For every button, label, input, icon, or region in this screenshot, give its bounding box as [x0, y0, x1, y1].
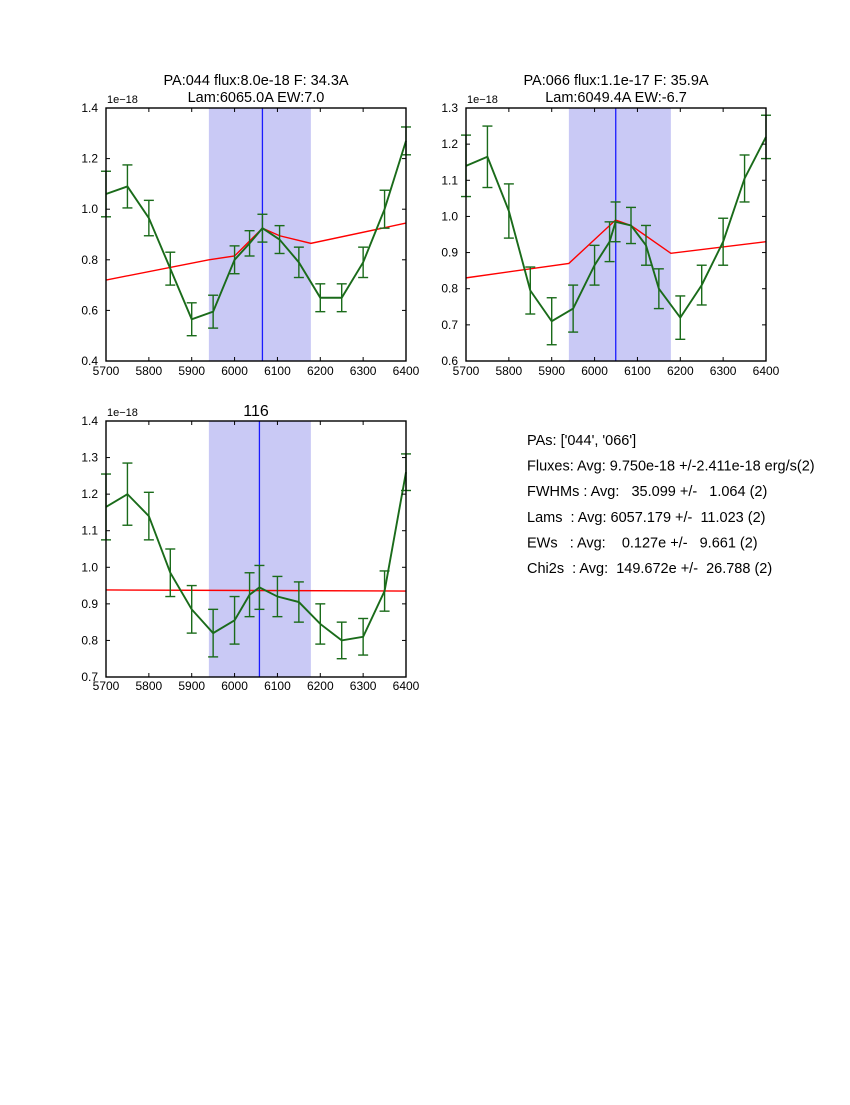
svg-text:Lams : Avg: 6057.179 +/- 11.: Lams : Avg: 6057.179 +/- 11.023 (2) — [527, 510, 765, 526]
svg-text:PA:044 flux:8.0e-18 F: 34.3A: PA:044 flux:8.0e-18 F: 34.3A — [163, 73, 348, 89]
svg-text:6000: 6000 — [221, 364, 248, 378]
svg-text:6100: 6100 — [264, 364, 291, 378]
svg-text:1.0: 1.0 — [81, 202, 98, 216]
svg-text:PAs: ['044', '066']: PAs: ['044', '066'] — [527, 433, 636, 449]
svg-text:FWHMs : Avg: 35.099 +/- 1.: FWHMs : Avg: 35.099 +/- 1.064 (2) — [527, 484, 767, 500]
svg-text:1.0: 1.0 — [441, 209, 458, 223]
svg-text:6200: 6200 — [307, 679, 334, 693]
svg-text:PA:066 flux:1.1e-17 F: 35.9A: PA:066 flux:1.1e-17 F: 35.9A — [523, 73, 708, 89]
svg-text:5800: 5800 — [496, 364, 523, 378]
svg-text:0.6: 0.6 — [441, 354, 458, 368]
svg-text:6400: 6400 — [393, 679, 420, 693]
svg-text:1.2: 1.2 — [81, 487, 98, 501]
svg-text:6200: 6200 — [667, 364, 694, 378]
svg-text:Lam:6049.4A EW:-6.7: Lam:6049.4A EW:-6.7 — [545, 90, 687, 106]
svg-text:1.3: 1.3 — [441, 101, 458, 115]
svg-text:1e−18: 1e−18 — [467, 94, 498, 106]
svg-text:1.2: 1.2 — [81, 152, 98, 166]
svg-text:1.1: 1.1 — [441, 173, 458, 187]
svg-text:0.7: 0.7 — [81, 670, 98, 684]
svg-text:6000: 6000 — [221, 679, 248, 693]
svg-text:116: 116 — [243, 403, 269, 420]
svg-text:Fluxes: Avg: 9.750e-18 +/-2.41: Fluxes: Avg: 9.750e-18 +/-2.411e-18 erg/… — [527, 459, 815, 475]
svg-text:1.1: 1.1 — [81, 524, 98, 538]
svg-text:5900: 5900 — [538, 364, 565, 378]
svg-text:1e−18: 1e−18 — [107, 94, 138, 106]
svg-text:6300: 6300 — [710, 364, 737, 378]
svg-text:5900: 5900 — [178, 364, 205, 378]
svg-text:EWs : Avg: 0.127e +/- 9: EWs : Avg: 0.127e +/- 9.661 (2) — [527, 535, 758, 551]
svg-text:Lam:6065.0A EW:7.0: Lam:6065.0A EW:7.0 — [188, 90, 325, 106]
svg-text:1e−18: 1e−18 — [107, 407, 138, 419]
svg-text:0.7: 0.7 — [441, 318, 458, 332]
svg-text:6200: 6200 — [307, 364, 334, 378]
svg-text:6100: 6100 — [624, 364, 651, 378]
svg-text:0.6: 0.6 — [81, 303, 98, 317]
svg-text:5800: 5800 — [136, 364, 163, 378]
svg-text:Chi2s : Avg: 149.672e +/- 2: Chi2s : Avg: 149.672e +/- 26.788 (2) — [527, 561, 772, 577]
svg-text:0.9: 0.9 — [441, 246, 458, 260]
svg-text:1.0: 1.0 — [81, 560, 98, 574]
svg-text:6100: 6100 — [264, 679, 291, 693]
svg-text:6300: 6300 — [350, 364, 377, 378]
svg-text:6300: 6300 — [350, 679, 377, 693]
svg-text:6400: 6400 — [393, 364, 420, 378]
svg-text:5800: 5800 — [136, 679, 163, 693]
svg-text:5900: 5900 — [178, 679, 205, 693]
svg-text:1.4: 1.4 — [81, 101, 98, 115]
svg-text:1.2: 1.2 — [441, 137, 458, 151]
svg-text:0.8: 0.8 — [81, 633, 98, 647]
svg-text:0.8: 0.8 — [441, 282, 458, 296]
svg-text:0.4: 0.4 — [81, 354, 98, 368]
svg-text:6000: 6000 — [581, 364, 608, 378]
svg-text:0.8: 0.8 — [81, 253, 98, 267]
svg-text:1.4: 1.4 — [81, 414, 98, 428]
svg-text:0.9: 0.9 — [81, 597, 98, 611]
svg-text:1.3: 1.3 — [81, 451, 98, 465]
svg-text:6400: 6400 — [753, 364, 780, 378]
